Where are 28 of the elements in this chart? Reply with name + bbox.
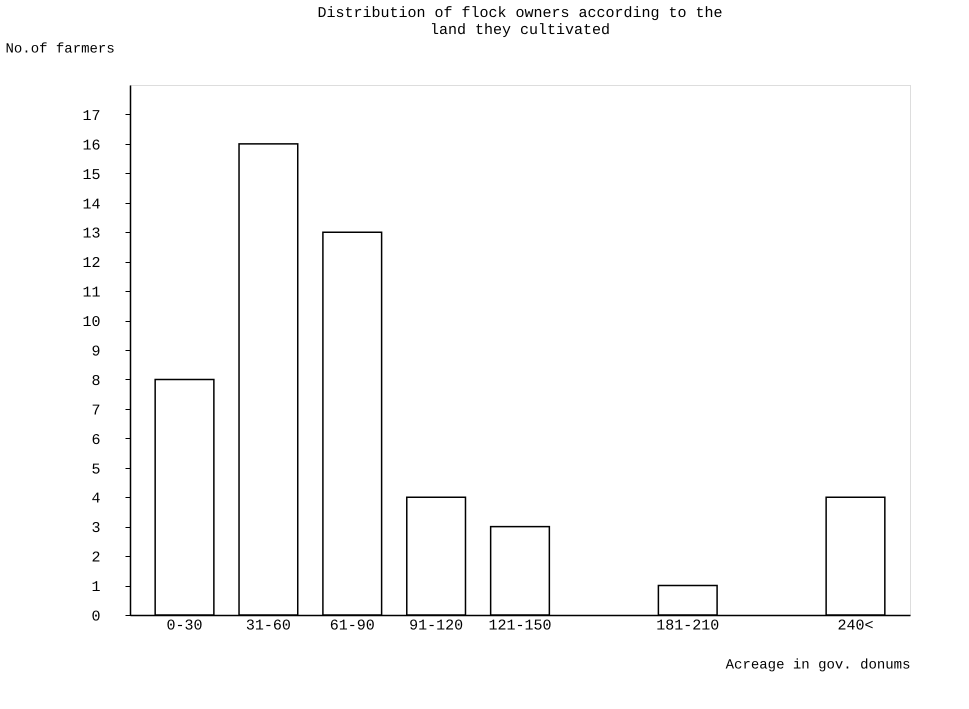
x-tick-label: 240< xyxy=(837,618,874,634)
y-tick-label: 9 xyxy=(91,344,100,360)
y-tick-label: 17 xyxy=(82,108,100,125)
x-tick-label: 31-60 xyxy=(246,618,291,634)
y-tick-label: 15 xyxy=(82,166,100,184)
y-tick-label: 14 xyxy=(82,196,100,214)
y-tick-label: 0 xyxy=(91,608,100,626)
x-tick-label: 61-90 xyxy=(330,618,375,634)
y-tick-label: 11 xyxy=(82,284,100,302)
x-tick-label: 91-120 xyxy=(409,618,464,634)
y-tick-label: 4 xyxy=(91,490,100,508)
y-tick-label: 13 xyxy=(82,226,100,243)
y-tick-label: 16 xyxy=(82,137,100,154)
y-tick-label: 6 xyxy=(91,432,100,449)
y-tick-label: 8 xyxy=(91,372,100,390)
y-tick-label: 12 xyxy=(82,255,100,272)
y-tick-label: 3 xyxy=(91,520,100,538)
y-axis-title: No.of farmers xyxy=(6,42,115,58)
chart-title: Distribution of flock owners according to the land they cultivated xyxy=(317,5,723,39)
x-tick-label: 121-150 xyxy=(488,618,552,634)
y-tick-label: 1 xyxy=(91,579,100,596)
y-tick-label: 7 xyxy=(91,402,100,420)
y-tick-label: 5 xyxy=(91,461,100,478)
x-axis-title: Acreage in gov. donums xyxy=(726,658,910,674)
x-tick-label: 181-210 xyxy=(656,618,720,634)
x-tick-label: 0-30 xyxy=(166,618,203,634)
y-tick-label: 10 xyxy=(82,314,100,332)
y-tick-label: 2 xyxy=(91,550,100,567)
